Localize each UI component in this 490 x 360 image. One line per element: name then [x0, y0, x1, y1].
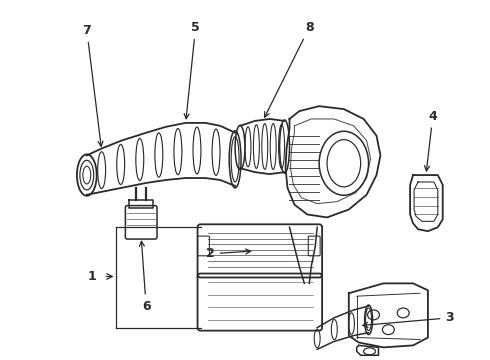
Text: 7: 7: [82, 24, 103, 146]
Text: 5: 5: [184, 21, 200, 119]
Text: 3: 3: [363, 311, 454, 327]
Text: 8: 8: [265, 21, 314, 117]
Text: 2: 2: [206, 247, 251, 260]
Text: 1: 1: [87, 270, 96, 283]
Text: 6: 6: [139, 241, 150, 312]
Text: 4: 4: [424, 109, 437, 171]
